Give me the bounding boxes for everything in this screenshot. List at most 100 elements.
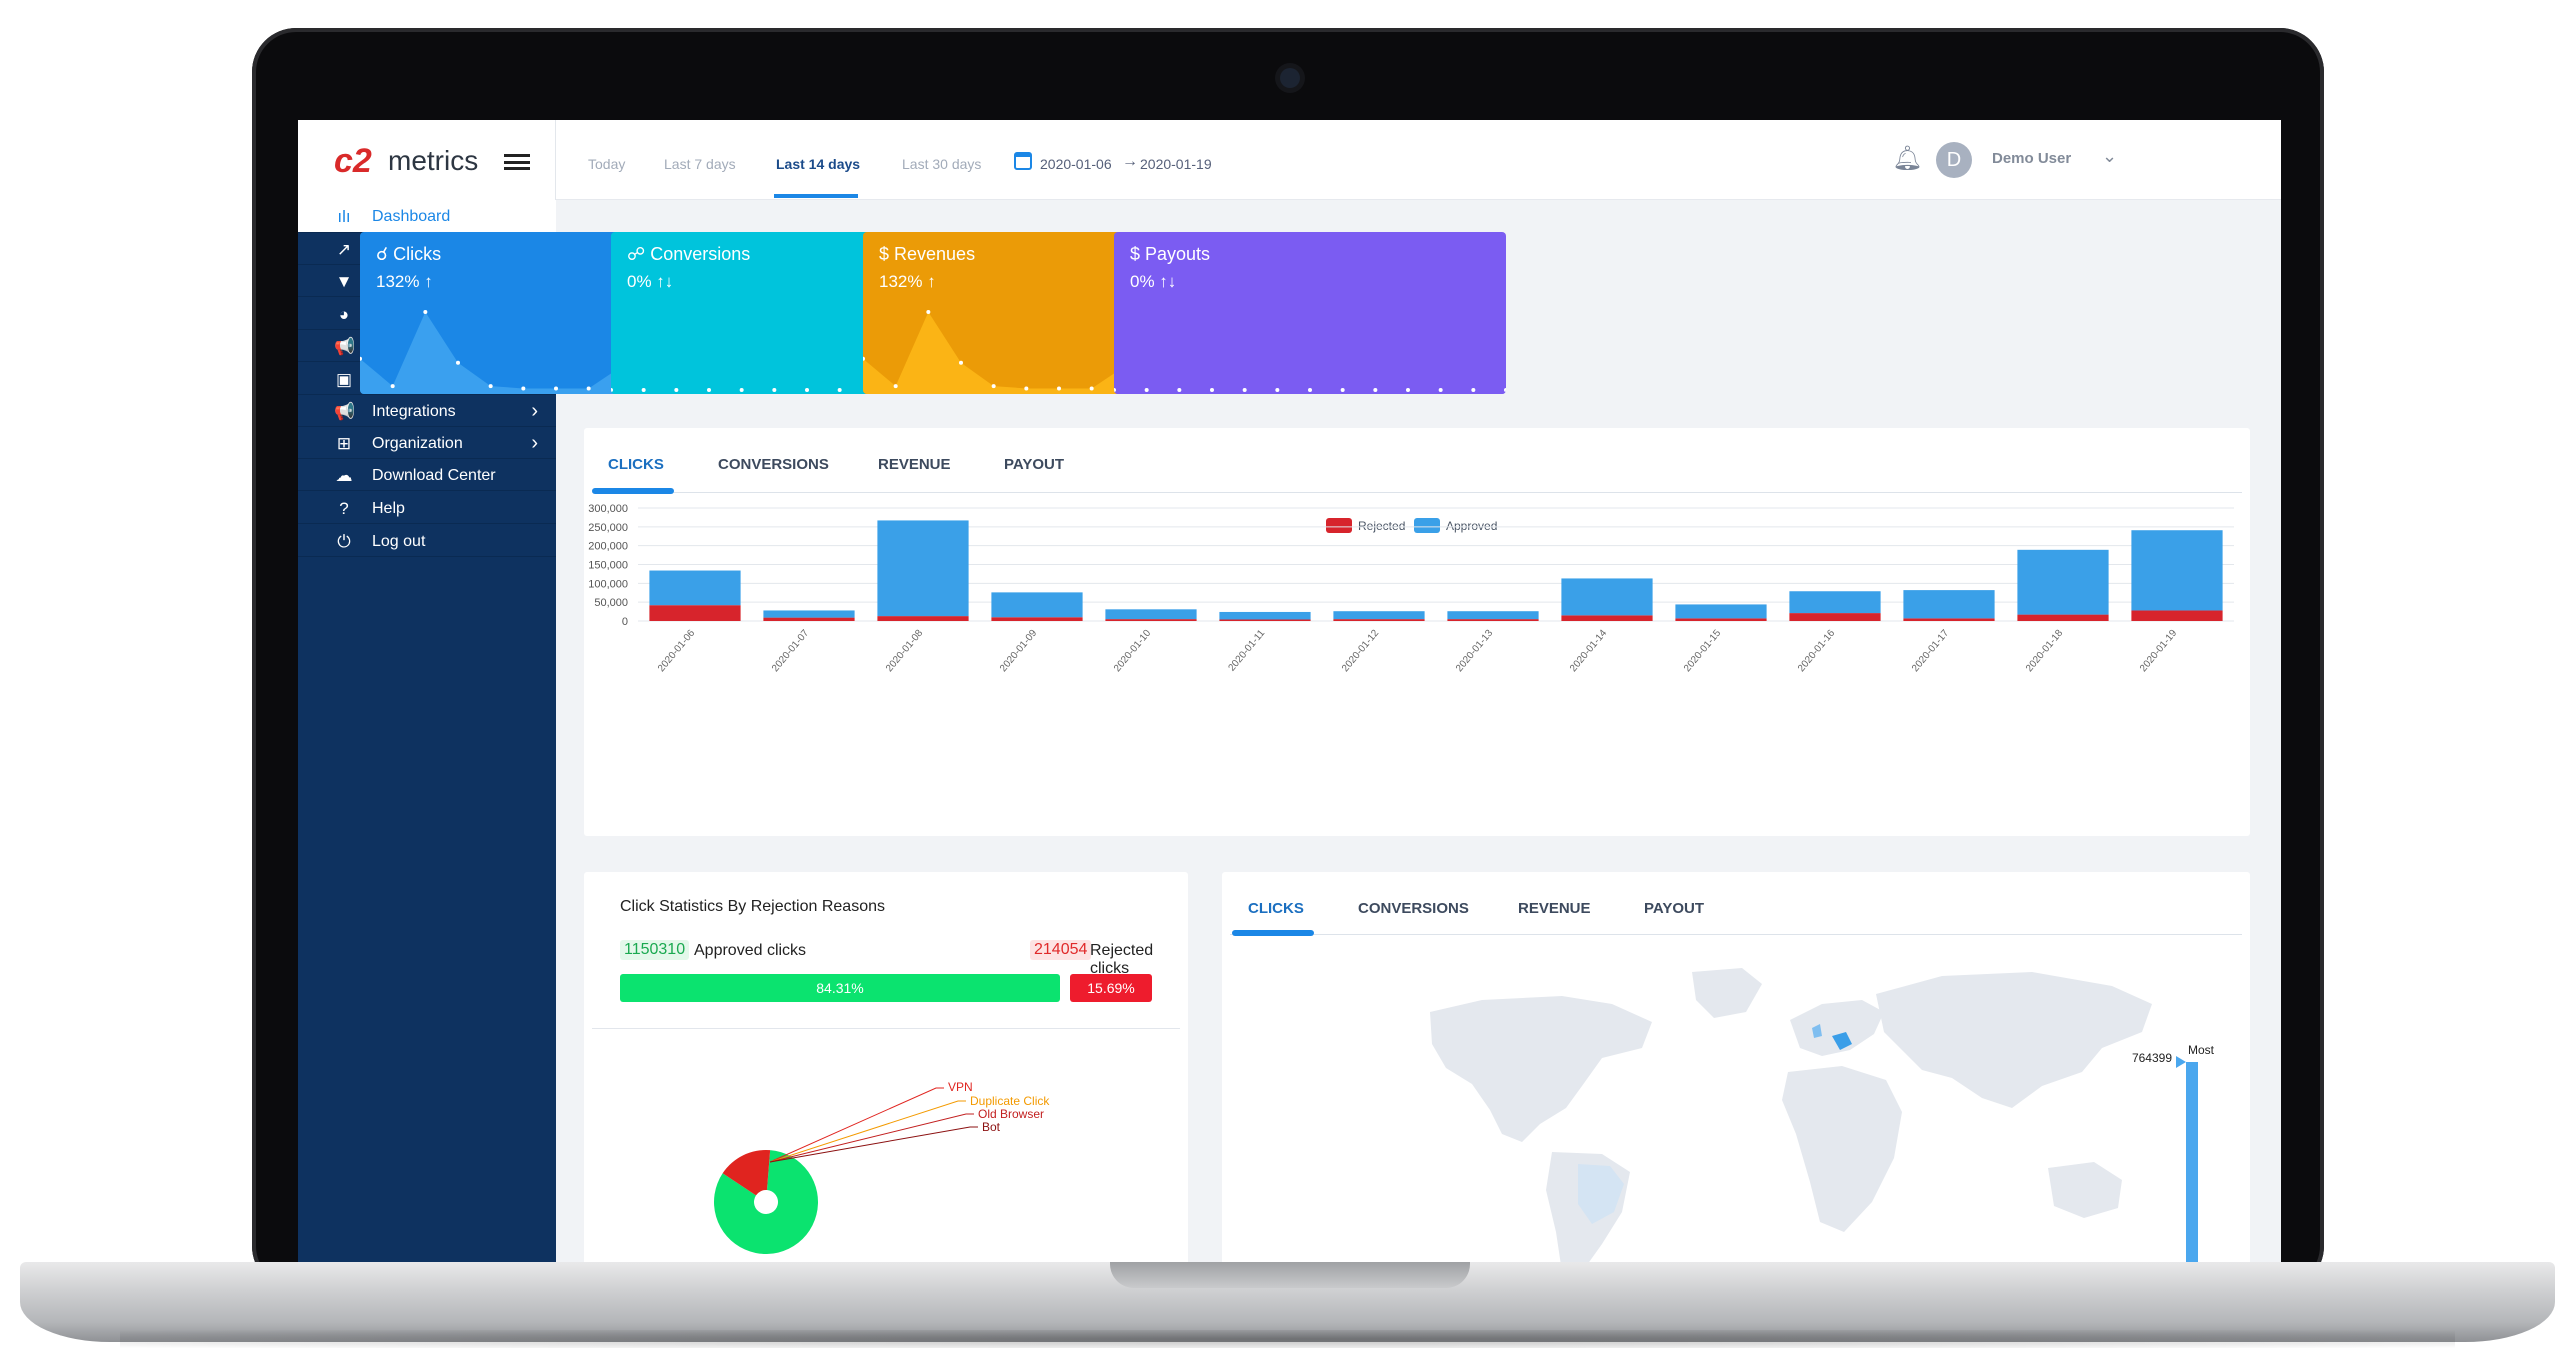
arrow-right-icon: → bbox=[1122, 153, 1138, 170]
sidebar-item-label: Download Center bbox=[372, 467, 496, 484]
user-name[interactable]: Demo User bbox=[1992, 150, 2072, 167]
bar-rejected-2020-01-06[interactable] bbox=[649, 605, 741, 621]
chevron-down-icon[interactable]: ⌄ bbox=[2102, 146, 2118, 166]
megaphone-icon: 📢 bbox=[334, 402, 356, 421]
pie-leader-line bbox=[769, 1087, 944, 1163]
tab-active-indicator bbox=[592, 488, 674, 494]
sparkline-point bbox=[1210, 388, 1214, 392]
logo-mark: c2 bbox=[334, 142, 372, 180]
bar-rejected-2020-01-08[interactable] bbox=[877, 616, 969, 621]
newspaper-icon: ▣ bbox=[335, 370, 353, 389]
chart-tab-payout[interactable]: PAYOUT bbox=[1004, 456, 1065, 473]
bar-approved-2020-01-09[interactable] bbox=[991, 592, 1083, 618]
rejected-count: 214054 bbox=[1030, 940, 1092, 960]
sidebar-item-label: Help bbox=[372, 500, 405, 517]
x-tick-label: 2020-01-10 bbox=[1112, 628, 1154, 675]
sidebar-item-integrations[interactable]: 📢 Integrations › bbox=[298, 395, 556, 427]
map-tab-divider bbox=[1230, 934, 2242, 935]
pie-slice-rejected[interactable] bbox=[722, 1150, 771, 1196]
sparkline-point bbox=[1438, 388, 1443, 392]
chevron-right-icon: › bbox=[531, 432, 538, 454]
world-map[interactable]: 764399 Most bbox=[1222, 872, 2250, 1262]
sparkline-point bbox=[1024, 386, 1029, 391]
sparkline-point bbox=[772, 388, 777, 392]
sparkline-point bbox=[674, 388, 679, 392]
map-tab-conversions[interactable]: CONVERSIONS bbox=[1358, 900, 1469, 917]
sidebar-item-log-out[interactable]: ⏻ Log out bbox=[298, 525, 556, 557]
sidebar-item-label: Dashboard bbox=[372, 208, 451, 225]
bar-approved-2020-01-15[interactable] bbox=[1675, 604, 1767, 619]
hamburger-menu-icon[interactable] bbox=[504, 154, 530, 170]
bar-rejected-2020-01-18[interactable] bbox=[2017, 614, 2109, 621]
range-today[interactable]: Today bbox=[588, 156, 626, 172]
bar-approved-2020-01-19[interactable] bbox=[2131, 530, 2223, 611]
bar-rejected-2020-01-15[interactable] bbox=[1675, 618, 1767, 621]
map-tab-payout[interactable]: PAYOUT bbox=[1644, 900, 1705, 917]
bar-approved-2020-01-06[interactable] bbox=[649, 570, 741, 606]
stat-card-change: 0% ↑↓ bbox=[627, 272, 674, 291]
map-tab-revenue[interactable]: REVENUE bbox=[1518, 900, 1591, 917]
pie-leader-line bbox=[769, 1113, 974, 1163]
bar-approved-2020-01-16[interactable] bbox=[1789, 591, 1881, 614]
pie-icon: ◕ bbox=[338, 305, 350, 324]
map-tab-active-indicator bbox=[1232, 930, 1314, 936]
legend-label-approved[interactable]: Approved bbox=[1446, 519, 1498, 533]
bar-rejected-2020-01-17[interactable] bbox=[1903, 618, 1995, 621]
bar-approved-2020-01-17[interactable] bbox=[1903, 590, 1995, 619]
bar-rejected-2020-01-14[interactable] bbox=[1561, 615, 1653, 621]
section-divider bbox=[592, 1028, 1180, 1029]
bar-approved-2020-01-07[interactable] bbox=[763, 610, 855, 618]
pie-slice-approved[interactable] bbox=[714, 1150, 818, 1254]
date-to[interactable]: 2020-01-19 bbox=[1140, 156, 1212, 172]
bar-rejected-2020-01-19[interactable] bbox=[2131, 610, 2223, 621]
bar-approved-2020-01-08[interactable] bbox=[877, 520, 969, 617]
sparkline-point bbox=[423, 310, 428, 314]
bar-rejected-2020-01-10[interactable] bbox=[1105, 619, 1197, 621]
stat-card-change: 132% ↑ bbox=[376, 272, 433, 291]
bar-approved-2020-01-10[interactable] bbox=[1105, 609, 1197, 620]
bar-rejected-2020-01-12[interactable] bbox=[1333, 619, 1425, 621]
bar-rejected-2020-01-16[interactable] bbox=[1789, 613, 1881, 621]
bell-icon[interactable]: 🔔︎ bbox=[1892, 145, 1923, 172]
bar-approved-2020-01-13[interactable] bbox=[1447, 611, 1539, 620]
bar-rejected-2020-01-09[interactable] bbox=[991, 617, 1083, 621]
range-last-14-days[interactable]: Last 14 days bbox=[776, 156, 861, 172]
continents bbox=[1430, 968, 2152, 1262]
range-last-7-days[interactable]: Last 7 days bbox=[664, 156, 736, 172]
question-circle-icon: ? bbox=[339, 499, 349, 518]
bar-rejected-2020-01-11[interactable] bbox=[1219, 619, 1311, 621]
rejection-title: Click Statistics By Rejection Reasons bbox=[620, 898, 885, 915]
sparkline-point bbox=[1177, 388, 1182, 392]
bar-approved-2020-01-12[interactable] bbox=[1333, 611, 1425, 620]
rejected-percentage-bar: 15.69% bbox=[1070, 974, 1152, 1002]
bar-rejected-2020-01-07[interactable] bbox=[763, 617, 855, 621]
calendar-icon[interactable] bbox=[1014, 152, 1032, 170]
sidebar-item-download-center[interactable]: ☁ Download Center bbox=[298, 459, 556, 491]
australia-shape bbox=[2048, 1162, 2122, 1218]
sidebar-item-dashboard[interactable]: ılı Dashboard bbox=[298, 200, 556, 233]
stat-card-title: $ Payouts bbox=[1130, 244, 1211, 264]
y-tick-label: 0 bbox=[622, 616, 628, 628]
bar-rejected-2020-01-13[interactable] bbox=[1447, 619, 1539, 621]
pie-label-bot: Bot bbox=[982, 1120, 1001, 1134]
range-last-30-days[interactable]: Last 30 days bbox=[902, 156, 982, 172]
bar-approved-2020-01-11[interactable] bbox=[1219, 611, 1311, 620]
approved-count: 1150310 bbox=[620, 940, 690, 960]
map-tab-clicks[interactable]: CLICKS bbox=[1248, 900, 1304, 917]
bar-approved-2020-01-14[interactable] bbox=[1561, 578, 1653, 616]
pie-label-vpn: VPN bbox=[948, 1080, 973, 1094]
sidebar-item-help[interactable]: ? Help bbox=[298, 492, 556, 524]
date-from[interactable]: 2020-01-06 bbox=[1040, 156, 1112, 172]
sparkline-point bbox=[1471, 388, 1476, 392]
x-tick-label: 2020-01-08 bbox=[884, 628, 926, 675]
bar-approved-2020-01-18[interactable] bbox=[2017, 549, 2109, 615]
chart-tab-clicks[interactable]: CLICKS bbox=[608, 456, 664, 473]
chart-tab-conversions[interactable]: CONVERSIONS bbox=[718, 456, 829, 473]
chart-tab-revenue[interactable]: REVENUE bbox=[878, 456, 951, 473]
stat-card-payouts[interactable]: $ Payouts 0% ↑↓ bbox=[1114, 232, 1506, 394]
legend-label-rejected[interactable]: Rejected bbox=[1358, 519, 1406, 533]
megaphone-icon: 📢 bbox=[334, 337, 356, 356]
avatar[interactable]: D bbox=[1936, 142, 1972, 178]
sidebar-item-organization[interactable]: ⊞ Organization › bbox=[298, 427, 556, 459]
y-tick-label: 300,000 bbox=[588, 503, 628, 515]
